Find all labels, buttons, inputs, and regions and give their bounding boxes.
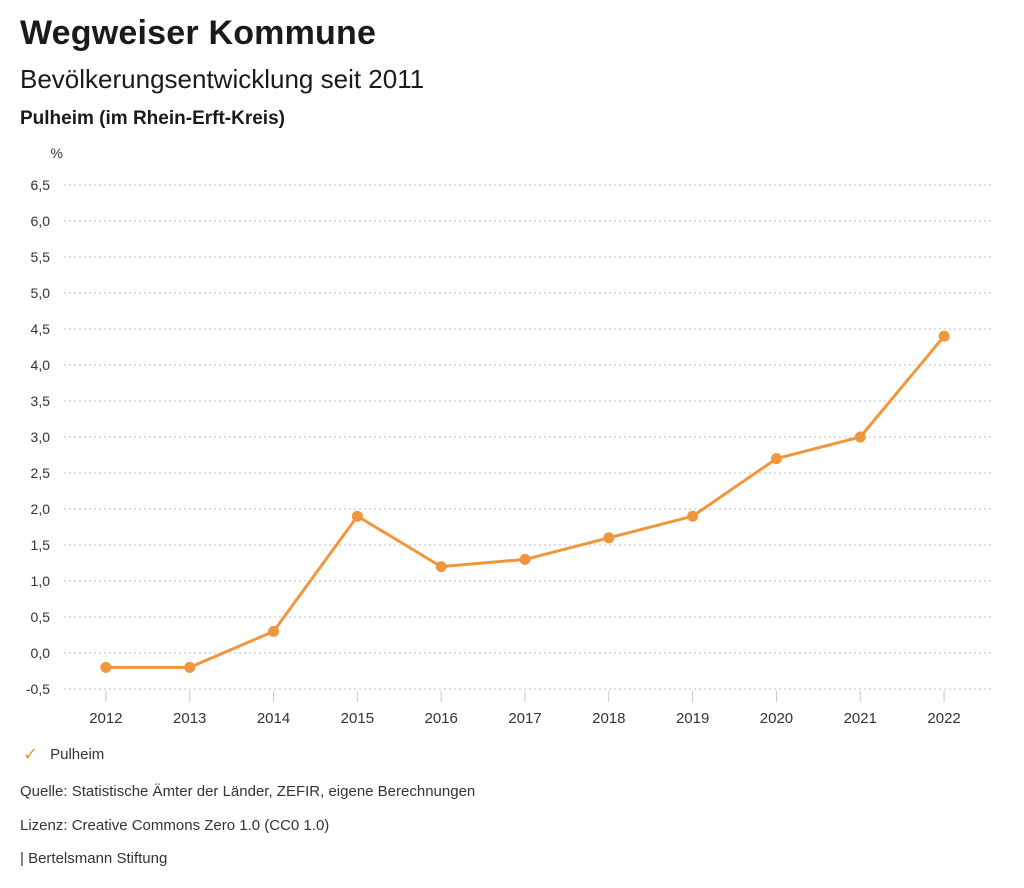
legend-label: Pulheim (50, 745, 105, 763)
x-axis-label: 2017 (508, 710, 541, 727)
y-axis-label: 5,0 (31, 285, 51, 301)
data-point[interactable] (519, 553, 531, 565)
y-axis-label: 4,5 (31, 321, 51, 337)
data-point[interactable] (351, 510, 363, 522)
source-note: Quelle: Statistische Ämter der Länder, Z… (20, 783, 476, 800)
y-axis-label: 3,0 (31, 429, 51, 445)
attribution-note: | Bertelsmann Stiftung (20, 850, 168, 867)
y-axis-label: 2,5 (31, 465, 51, 481)
license-note: Lizenz: Creative Commons Zero 1.0 (CC0 1… (20, 816, 330, 834)
x-axis-label: 2018 (592, 710, 625, 727)
data-point[interactable] (687, 510, 699, 522)
x-axis-label: 2019 (676, 710, 709, 727)
y-axis-label: 0,5 (31, 609, 51, 625)
data-point[interactable] (184, 661, 196, 673)
x-axis-label: 2015 (341, 710, 374, 727)
y-axis-label: 6,0 (31, 213, 51, 229)
data-point[interactable] (603, 532, 615, 544)
legend-item-pulheim[interactable]: ✓ Pulheim (23, 742, 104, 766)
data-point[interactable] (938, 330, 950, 342)
app-title: Wegweiser Kommune (20, 14, 377, 52)
x-axis-label: 2016 (424, 710, 457, 727)
y-axis-label: 5,5 (31, 249, 51, 265)
y-axis-label: 6,5 (31, 177, 51, 193)
y-axis-label: 1,0 (31, 573, 51, 589)
y-axis-label: 3,5 (31, 393, 51, 409)
data-point[interactable] (770, 453, 782, 465)
footer: Quelle: Statistische Ämter der Länder, Z… (20, 783, 475, 884)
data-point[interactable] (435, 561, 447, 573)
chart-title: Bevölkerungsentwicklung seit 2011 (20, 64, 425, 94)
chart-canvas: %6,5 6,0 5,5 5,0 4,5 4,0 3,5 3,0 2,5 2,0 1,5 1,0 0,5… (26, 145, 991, 727)
x-axis-label: 2022 (927, 710, 960, 727)
y-axis-unit-label: % (51, 145, 63, 161)
series-line-pulheim (104, 334, 946, 669)
header: Wegweiser Kommune Bevölkerungsentwicklun… (20, 14, 424, 130)
data-point[interactable] (268, 625, 280, 637)
y-axis-label: 1,5 (31, 537, 51, 553)
x-axis-label: 2021 (844, 710, 877, 727)
y-axis-label: 4,0 (31, 357, 51, 373)
data-point[interactable] (854, 431, 866, 443)
line-chart: % 6,5 6,0 5,5 5,0 4,5 4,0 3,5 3,0 2,5 2,0 1,5 1,0 0,5… (0, 140, 1024, 736)
x-axis-label: 2020 (760, 710, 793, 727)
legend-check-icon: ✓ (23, 744, 39, 764)
y-axis-label: -0,5 (26, 681, 50, 697)
x-axis-label: 2013 (173, 710, 206, 727)
data-point[interactable] (100, 661, 112, 673)
x-axis-label: 2012 (89, 710, 122, 727)
y-axis-label: 2,0 (31, 501, 51, 517)
chart-region-subtitle: Pulheim (im Rhein-Erft-Kreis) (20, 108, 285, 129)
x-axis-label: 2014 (257, 710, 290, 727)
y-axis-label: 0,0 (31, 645, 51, 661)
